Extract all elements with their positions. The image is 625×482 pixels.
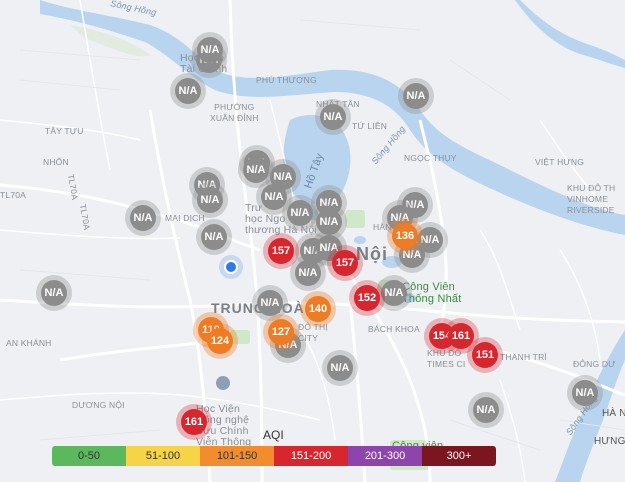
legend-item-300-plus: 300+	[422, 446, 496, 466]
aqi-marker[interactable]: N/A	[257, 290, 283, 316]
aqi-marker[interactable]: N/A	[130, 205, 156, 231]
legend-item-101-150: 101-150	[200, 446, 274, 466]
area-label-kdt-vinhomes: KHU ĐÔ TH VINHOME RIVERSIDE	[567, 183, 616, 215]
aqi-marker[interactable]: 161	[448, 323, 474, 349]
poi-label-hoc-vien-buu-chinh: Học Viện Công nghệ Bưu Chính Viễn Thông	[196, 403, 252, 448]
area-label-viet-hung: VIỆT HƯNG	[535, 157, 585, 167]
aqi-marker[interactable]: 136	[392, 223, 418, 249]
aqi-marker[interactable]: 161	[181, 409, 207, 435]
area-label-times-city: KHU ĐÔ TIMES CI	[427, 348, 466, 369]
area-label-tl70a-left: TL70A	[0, 190, 27, 200]
area-label-thanh-tri: THANH TRÌ	[500, 352, 547, 362]
area-label-tu-lien: TỨ LIÊN	[352, 121, 388, 131]
area-label-han: HÀN	[373, 222, 392, 232]
area-label-an-khanh: AN KHÁNH	[6, 338, 52, 348]
aqi-marker[interactable]: 124	[207, 328, 233, 354]
area-label-do-thi-city: ĐÔ THỊ CITY	[298, 322, 328, 343]
legend-item-151-200: 151-200	[274, 446, 348, 466]
aqi-marker[interactable]: N/A	[381, 280, 407, 306]
aqi-marker[interactable]: N/A	[197, 37, 223, 63]
aqi-marker[interactable]: N/A	[197, 187, 223, 213]
aqi-marker[interactable]: N/A	[473, 397, 499, 423]
legend-title: AQI	[263, 428, 284, 442]
aqi-marker[interactable]: N/A	[295, 260, 321, 286]
aqi-marker[interactable]: N/A	[287, 200, 313, 226]
aqi-marker[interactable]: 157	[332, 250, 358, 276]
area-label-duong-noi: DƯƠNG NỘI	[72, 400, 125, 410]
poi-label-dh-ngoai-thuong: Trư học Ngo thương Hà Nội	[245, 202, 317, 236]
area-label-bach-khoa: BÁCH KHOA	[368, 324, 420, 334]
aqi-marker[interactable]: N/A	[572, 380, 598, 406]
current-location-dot	[224, 260, 238, 274]
area-label-ha-n: HÀ N	[602, 408, 625, 419]
area-label-tay-tuu: TÂY TỰU	[45, 126, 84, 136]
legend-item-51-100: 51-100	[126, 446, 200, 466]
aqi-marker[interactable]: 157	[268, 238, 294, 264]
area-label-phuong-xuan-dinh: PHƯỜNG XUÂN ĐỈNH	[210, 102, 259, 123]
park-label-cong-vien-thong-nhat: Công Viên Thống Nhất	[402, 281, 462, 305]
area-label-phu-thuong: PHÚ THƯỢNG	[256, 75, 317, 85]
city-label-ha-noi: Nội	[356, 244, 388, 264]
area-label-ngoc-thuy: NGỌC THỤY	[404, 153, 457, 163]
aqi-marker[interactable]: N/A	[316, 209, 342, 235]
aqi-marker[interactable]: N/A	[327, 355, 353, 381]
aqi-marker[interactable]: N/A	[403, 83, 429, 109]
aqi-marker[interactable]: 152	[354, 285, 380, 311]
area-label-dong-du: ĐÔNG DƯ	[573, 359, 616, 369]
aqi-marker[interactable]: 151	[472, 342, 498, 368]
aqi-marker[interactable]: N/A	[261, 184, 287, 210]
aqi-legend: 0-50 51-100 101-150 151-200 201-300 300+	[52, 446, 496, 466]
aqi-marker[interactable]: N/A	[243, 157, 269, 183]
red-river-lower	[555, 330, 625, 482]
university-icon	[216, 376, 230, 390]
aqi-marker[interactable]: N/A	[320, 104, 346, 130]
legend-item-0-50: 0-50	[52, 446, 126, 466]
area-label-nhon: NHỔN	[43, 157, 69, 167]
aqi-marker[interactable]: 127	[268, 319, 294, 345]
west-lake	[283, 115, 351, 205]
duong-river	[515, 0, 625, 68]
area-label-hung: HƯNG	[594, 436, 625, 447]
area-label-mai-dich: MAI DỊCH	[165, 213, 205, 223]
aqi-marker[interactable]: N/A	[41, 280, 67, 306]
legend-item-201-300: 201-300	[348, 446, 422, 466]
aqi-marker[interactable]: N/A	[175, 78, 201, 104]
red-river	[40, 0, 625, 235]
aqi-marker[interactable]: 140	[305, 296, 331, 322]
aqi-marker[interactable]: N/A	[417, 227, 443, 253]
aqi-marker[interactable]: N/A	[201, 224, 227, 250]
